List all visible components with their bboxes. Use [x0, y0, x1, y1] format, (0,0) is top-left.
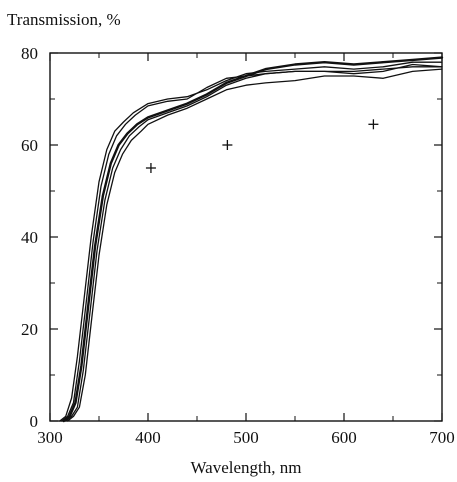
x-tick-label: 700	[429, 428, 455, 447]
y-tick-label: 40	[21, 228, 38, 247]
x-tick-label: 500	[233, 428, 259, 447]
x-tick-label: 400	[135, 428, 161, 447]
series-line-1	[59, 61, 443, 422]
axis-ticks: 300 400 500 600 700 0 20 40 60 80	[21, 44, 455, 447]
plus-marker-3	[368, 119, 379, 130]
y-tick-label: 20	[21, 320, 38, 339]
x-tick-label: 600	[331, 428, 357, 447]
series-line-2	[61, 66, 443, 422]
y-tick-label: 0	[30, 412, 39, 431]
x-axis-label: Wavelength, nm	[191, 458, 302, 477]
plot-border	[49, 52, 443, 422]
data-markers	[145, 119, 379, 173]
plus-marker-2	[222, 140, 233, 150]
series-line-4	[65, 63, 443, 422]
y-axis-label: Transmission, %	[7, 10, 121, 29]
plus-marker-1	[145, 163, 156, 173]
plot-frame	[49, 52, 443, 422]
series-line-3	[62, 56, 444, 423]
y-tick-label: 60	[21, 136, 38, 155]
x-tick-label: 300	[37, 428, 63, 447]
y-tick-label: 80	[21, 44, 38, 63]
series-lines	[59, 56, 444, 423]
series-line-5	[66, 68, 443, 422]
